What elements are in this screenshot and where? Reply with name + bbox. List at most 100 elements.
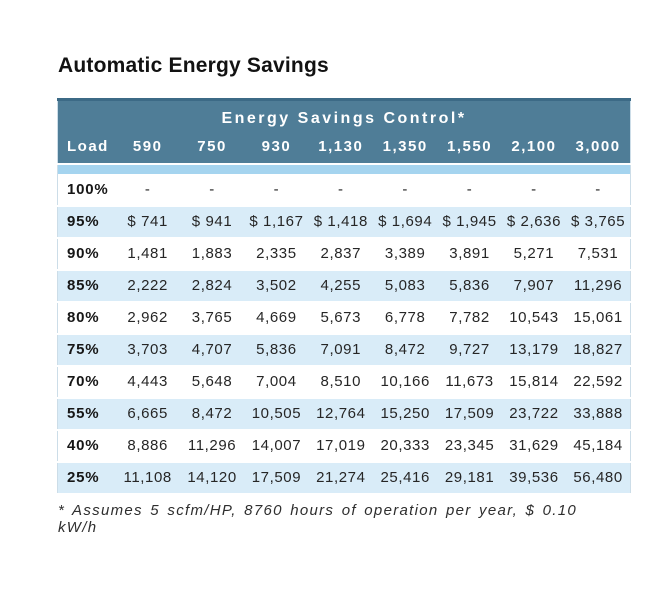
load-cell: 100% (57, 173, 116, 207)
capacity-column-header: 750 (179, 136, 245, 164)
table-row: 100% - - - - - - - - (57, 173, 631, 207)
savings-value-cell: 9,727 (437, 333, 502, 367)
load-cell: 75% (57, 333, 116, 367)
table-row: 55% 6,665 8,472 10,505 12,764 15,250 17,509 23,… (57, 397, 631, 431)
savings-value-cell: 5,673 (308, 301, 373, 335)
table-row: 80% 2,962 3,765 4,669 5,673 6,778 7,782 10,543 1… (57, 301, 631, 335)
load-cell: 25% (57, 461, 116, 495)
savings-value-cell: 2,222 (115, 269, 180, 303)
load-cell: 85% (57, 269, 116, 303)
savings-value-cell: 33,888 (566, 397, 631, 431)
table-head: Energy Savings Control* Load 590 750 930 1,1… (57, 98, 631, 174)
table-row: 75% 3,703 4,707 5,836 7,091 8,472 9,727 13,179 1… (57, 333, 631, 367)
savings-value-cell: - (437, 173, 502, 207)
savings-value-cell: 7,907 (501, 269, 567, 303)
savings-value-cell: $ 1,418 (308, 205, 373, 239)
capacity-column-header: 1,130 (308, 136, 373, 164)
savings-value-cell: 6,665 (115, 397, 180, 431)
savings-value-cell: 20,333 (373, 429, 438, 463)
savings-value-cell: - (308, 173, 373, 207)
savings-value-cell: 25,416 (373, 461, 438, 495)
savings-value-cell: 23,345 (437, 429, 502, 463)
table-body: 100% - - - - - - - -95% $ 741 $ 941 $ 1,167 $ 1,418 $… (57, 173, 631, 495)
savings-value-cell: $ 1,167 (244, 205, 309, 239)
savings-value-cell: 23,722 (501, 397, 567, 431)
savings-value-cell: 4,669 (244, 301, 309, 335)
savings-value-cell: 2,962 (115, 301, 180, 335)
savings-value-cell: 12,764 (308, 397, 373, 431)
savings-value-cell: 4,443 (115, 365, 180, 399)
savings-value-cell: 3,502 (244, 269, 309, 303)
savings-value-cell: 18,827 (566, 333, 631, 367)
table-row: 85% 2,222 2,824 3,502 4,255 5,083 5,836 7,907 11… (57, 269, 631, 303)
savings-value-cell: 14,120 (179, 461, 245, 495)
savings-value-cell: 11,108 (115, 461, 180, 495)
savings-value-cell: 3,891 (437, 237, 502, 271)
savings-value-cell: 15,250 (373, 397, 438, 431)
savings-value-cell: - (566, 173, 631, 207)
savings-value-cell: 8,886 (115, 429, 180, 463)
capacity-column-header: 590 (115, 136, 180, 164)
savings-value-cell: 29,181 (437, 461, 502, 495)
table-row: 70% 4,443 5,648 7,004 8,510 10,166 11,673 15,81… (57, 365, 631, 399)
savings-value-cell: 11,296 (179, 429, 245, 463)
savings-value-cell: 11,296 (566, 269, 631, 303)
savings-value-cell: 11,673 (437, 365, 502, 399)
energy-savings-table: Energy Savings Control* Load 590 750 930 1,1… (57, 98, 631, 495)
group-header-row: Energy Savings Control* (57, 98, 631, 137)
savings-value-cell: 5,271 (501, 237, 567, 271)
savings-value-cell: 3,765 (179, 301, 245, 335)
savings-value-cell: 10,505 (244, 397, 309, 431)
savings-value-cell: 7,091 (308, 333, 373, 367)
savings-value-cell: 7,531 (566, 237, 631, 271)
savings-value-cell: 7,004 (244, 365, 309, 399)
savings-value-cell: 56,480 (566, 461, 631, 495)
savings-value-cell: $ 3,765 (566, 205, 631, 239)
savings-value-cell: 17,509 (244, 461, 309, 495)
capacity-column-header: 3,000 (566, 136, 631, 164)
capacity-column-header: 2,100 (501, 136, 567, 164)
savings-value-cell: $ 1,694 (373, 205, 438, 239)
savings-value-cell: $ 2,636 (501, 205, 567, 239)
savings-value-cell: 45,184 (566, 429, 631, 463)
savings-value-cell: 39,536 (501, 461, 567, 495)
savings-value-cell: 17,019 (308, 429, 373, 463)
savings-value-cell: 1,883 (179, 237, 245, 271)
savings-value-cell: 5,648 (179, 365, 245, 399)
savings-value-cell: 5,836 (437, 269, 502, 303)
savings-value-cell: 17,509 (437, 397, 502, 431)
savings-value-cell: 8,510 (308, 365, 373, 399)
savings-value-cell: 2,824 (179, 269, 245, 303)
load-cell: 70% (57, 365, 116, 399)
energy-savings-table-container: Energy Savings Control* Load 590 750 930 1,1… (57, 98, 631, 495)
savings-value-cell: 7,782 (437, 301, 502, 335)
load-cell: 80% (57, 301, 116, 335)
savings-value-cell: 21,274 (308, 461, 373, 495)
savings-value-cell: 2,335 (244, 237, 309, 271)
savings-value-cell: 8,472 (179, 397, 245, 431)
group-header-cell: Energy Savings Control* (57, 98, 631, 137)
divider-strip-cell (57, 162, 631, 174)
load-cell: 40% (57, 429, 116, 463)
savings-value-cell: - (373, 173, 438, 207)
table-row: 25% 11,108 14,120 17,509 21,274 25,416 29,181 3… (57, 461, 631, 495)
table-row: 95% $ 741 $ 941 $ 1,167 $ 1,418 $ 1,694 $ 1,94… (57, 205, 631, 239)
savings-value-cell: $ 1,945 (437, 205, 502, 239)
savings-value-cell: 6,778 (373, 301, 438, 335)
load-cell: 95% (57, 205, 116, 239)
table-row: 90% 1,481 1,883 2,335 2,837 3,389 3,891 5,271 7,… (57, 237, 631, 271)
savings-value-cell: $ 741 (115, 205, 180, 239)
table-row: 40% 8,886 11,296 14,007 17,019 20,333 23,345 31… (57, 429, 631, 463)
savings-value-cell: 8,472 (373, 333, 438, 367)
savings-value-cell: 10,166 (373, 365, 438, 399)
page-title: Automatic Energy Savings (58, 54, 329, 77)
savings-value-cell: 5,836 (244, 333, 309, 367)
savings-value-cell: 1,481 (115, 237, 180, 271)
load-cell: 55% (57, 397, 116, 431)
savings-value-cell: 3,389 (373, 237, 438, 271)
savings-value-cell: 10,543 (501, 301, 567, 335)
capacity-column-header: 930 (244, 136, 309, 164)
savings-value-cell: 15,814 (501, 365, 567, 399)
savings-value-cell: 5,083 (373, 269, 438, 303)
savings-value-cell: 31,629 (501, 429, 567, 463)
